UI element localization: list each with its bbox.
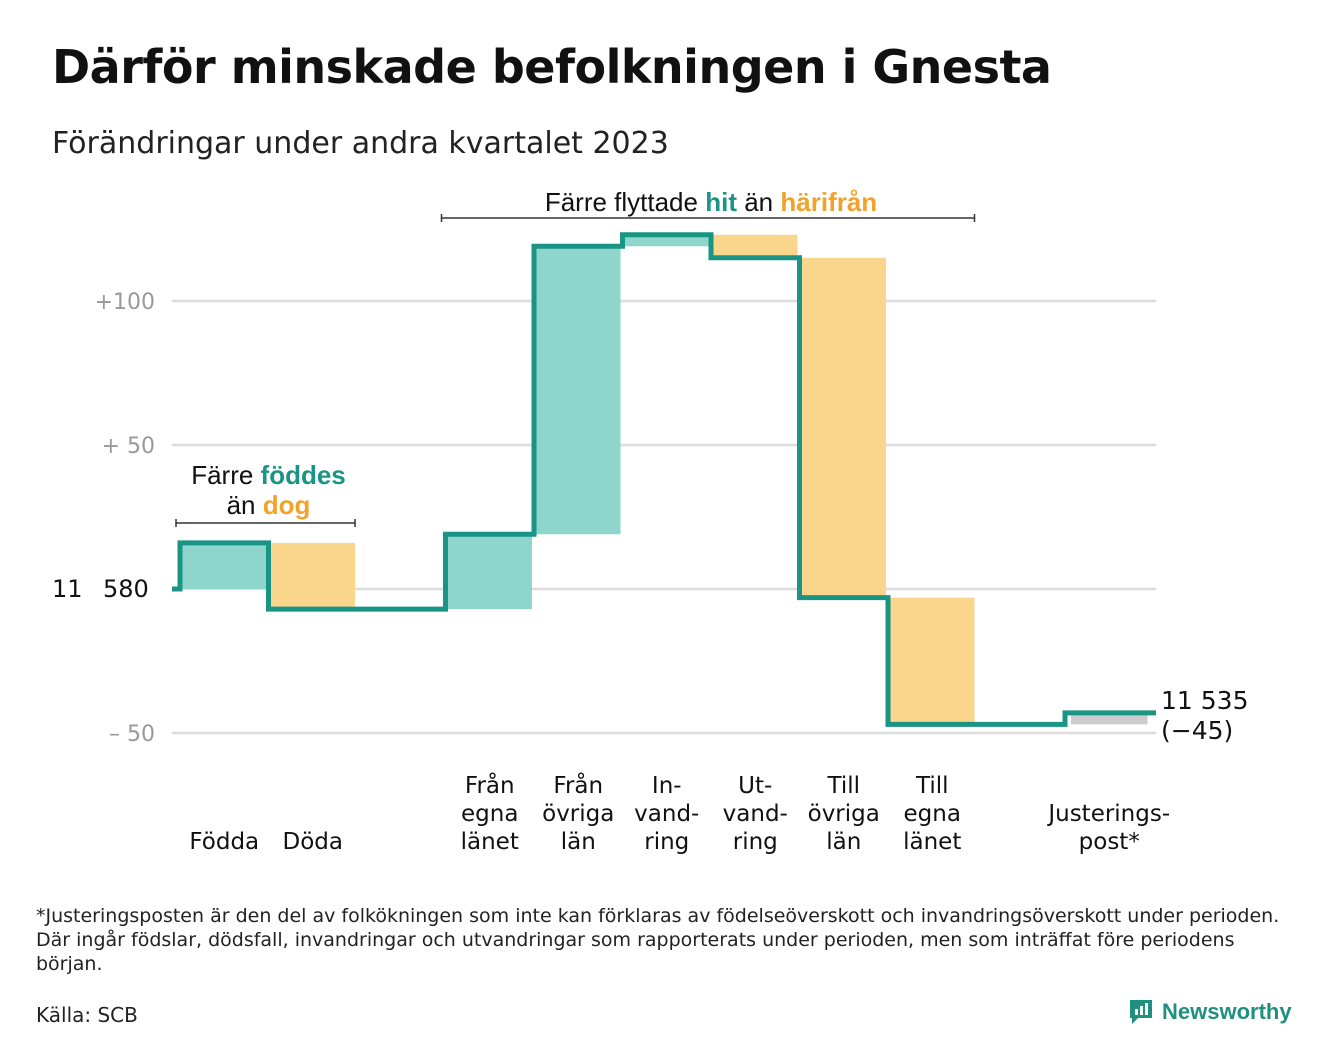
annotation-text-part: än [737,187,780,217]
newsworthy-logo-icon [1130,1000,1152,1024]
waterfall-bar [447,534,532,610]
y-tick-label: – 50 [109,722,155,747]
category-label: övriga [542,801,614,827]
waterfall-bar [713,234,798,258]
category-label: In- [652,773,682,799]
chart-title: Därför minskade befolkningen i Gnesta [52,40,1052,94]
footnote: *Justeringsposten är den del av folkökni… [36,905,1280,975]
brand-name: Newsworthy [1162,999,1292,1024]
category-label: Till [826,773,860,799]
y-tick-label: + 50 [102,434,155,459]
start-value-part: 11 [52,575,83,603]
brand-logo: Newsworthy [1128,998,1292,1026]
category-label: ring [644,829,689,855]
cumulative-step-line [172,232,1156,727]
category-label: Från [553,771,603,799]
annotation-text-part: föddes [261,460,346,490]
waterfall-bar [536,246,621,535]
annotation-text-part: hit [705,187,737,217]
category-label: länet [903,829,961,855]
waterfall-bar [182,542,267,589]
category-label: län [826,829,861,855]
start-value-label: 11 580 [52,575,149,603]
category-label: vand- [723,801,788,827]
category-label: Justerings- [1046,801,1170,827]
annotation-text: Färre flyttade hit än härifrån [545,187,877,217]
waterfall-bar [624,234,709,247]
annotation-text-part: härifrån [780,187,877,217]
annotation-text-part: Färre flyttade [545,187,705,217]
end-value-label: 11 535 [1161,686,1248,715]
category-label: övriga [808,801,880,827]
source-label: Källa: SCB [36,1003,138,1027]
annotation-text: än dog [227,490,311,520]
category-label: post* [1079,829,1140,855]
category-label: Ut- [738,773,772,799]
category-label: Från [465,771,515,799]
category-label: län [561,829,596,855]
annotation-text-part: Färre [191,460,260,490]
y-tick-label: +100 [95,290,155,315]
category-label: Till [915,773,949,799]
annotation-text: Färre föddes [191,460,346,490]
waterfall-bar [890,597,975,725]
end-change-label: (−45) [1161,716,1233,745]
category-label: Döda [283,829,343,855]
annotation-text-part: än [227,490,263,520]
category-label: Födda [189,829,259,855]
waterfall-bar [801,257,886,598]
category-label: ring [733,829,778,855]
waterfall-chart: +100 + 50 – 50 11 580 11 535(−45) Födda Döda Frå… [52,187,1248,855]
category-label: egna [904,801,961,827]
category-label: länet [461,829,519,855]
waterfall-bar [270,542,355,610]
chart-subtitle: Förändringar under andra kvartalet 2023 [52,126,669,161]
waterfall-bar [1071,712,1148,725]
start-value-part: 580 [103,575,149,603]
category-label: vand- [634,801,699,827]
category-label: egna [461,801,518,827]
annotation-text-part: dog [263,490,311,520]
